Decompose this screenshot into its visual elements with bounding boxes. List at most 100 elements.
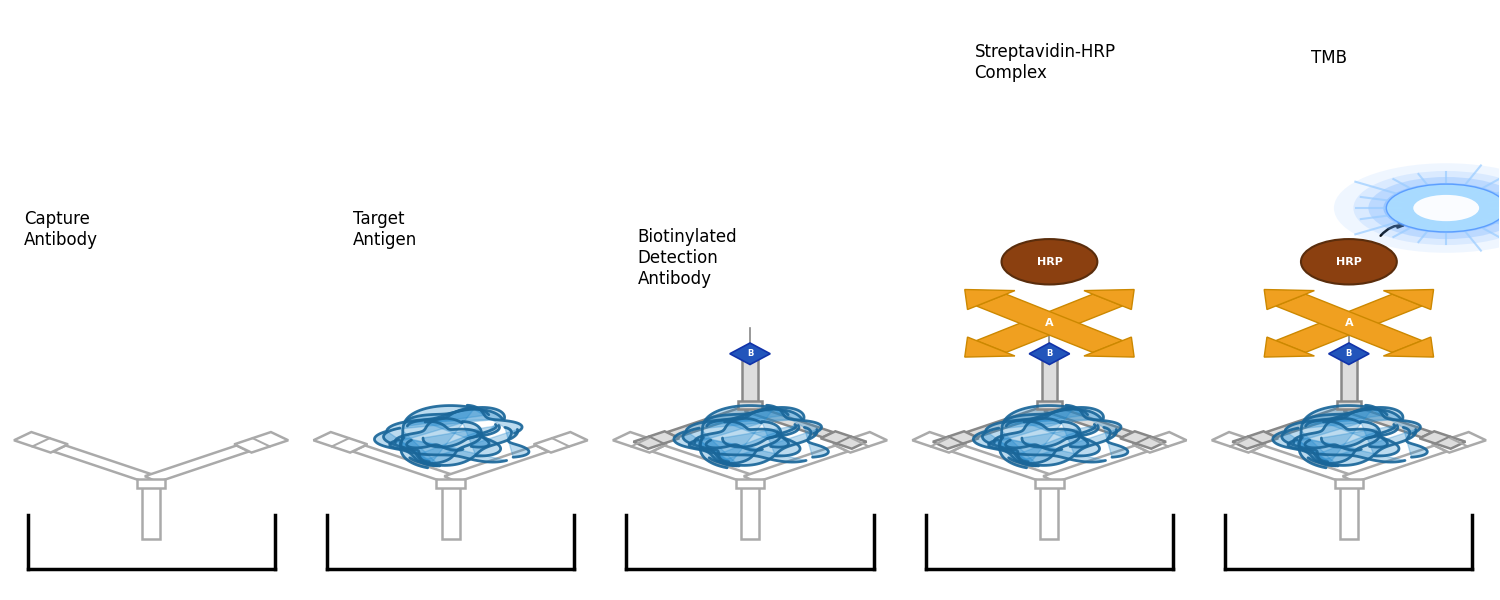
Polygon shape bbox=[964, 337, 1016, 357]
Polygon shape bbox=[13, 432, 67, 452]
Polygon shape bbox=[1042, 445, 1148, 482]
Polygon shape bbox=[986, 409, 1101, 430]
Polygon shape bbox=[1007, 409, 1088, 426]
Polygon shape bbox=[444, 445, 549, 482]
Polygon shape bbox=[614, 432, 668, 452]
Polygon shape bbox=[720, 430, 818, 466]
Polygon shape bbox=[1233, 431, 1278, 449]
Polygon shape bbox=[710, 431, 780, 463]
Ellipse shape bbox=[1386, 184, 1500, 232]
Polygon shape bbox=[804, 427, 828, 457]
Polygon shape bbox=[1308, 431, 1380, 463]
Polygon shape bbox=[1329, 343, 1370, 365]
Text: Biotinylated
Detection
Antibody: Biotinylated Detection Antibody bbox=[638, 229, 738, 288]
Polygon shape bbox=[1276, 294, 1422, 352]
Polygon shape bbox=[833, 432, 886, 452]
Polygon shape bbox=[466, 405, 522, 433]
Text: Streptavidin-HRP
Complex: Streptavidin-HRP Complex bbox=[975, 43, 1116, 82]
Polygon shape bbox=[400, 406, 476, 468]
Polygon shape bbox=[982, 428, 1038, 466]
Polygon shape bbox=[375, 431, 436, 466]
Polygon shape bbox=[534, 432, 588, 452]
Polygon shape bbox=[1084, 337, 1134, 357]
Text: B: B bbox=[1346, 349, 1352, 358]
Polygon shape bbox=[1322, 425, 1398, 447]
Ellipse shape bbox=[1300, 239, 1396, 284]
Polygon shape bbox=[666, 406, 756, 437]
Polygon shape bbox=[1070, 424, 1095, 447]
Polygon shape bbox=[988, 440, 1028, 462]
Polygon shape bbox=[1335, 479, 1364, 488]
Polygon shape bbox=[723, 425, 800, 447]
Ellipse shape bbox=[1334, 163, 1500, 253]
Polygon shape bbox=[951, 445, 1056, 482]
Polygon shape bbox=[706, 409, 788, 426]
Text: HRP: HRP bbox=[1336, 257, 1362, 267]
Polygon shape bbox=[1323, 422, 1377, 439]
Polygon shape bbox=[1305, 440, 1362, 451]
Polygon shape bbox=[1264, 337, 1314, 357]
Ellipse shape bbox=[1413, 195, 1479, 221]
Polygon shape bbox=[53, 445, 158, 482]
Polygon shape bbox=[146, 445, 249, 482]
Polygon shape bbox=[1286, 409, 1401, 430]
Polygon shape bbox=[406, 440, 463, 451]
Polygon shape bbox=[1282, 428, 1338, 466]
Polygon shape bbox=[410, 431, 482, 463]
Polygon shape bbox=[1299, 437, 1406, 462]
Polygon shape bbox=[436, 479, 465, 488]
Polygon shape bbox=[1288, 440, 1328, 462]
Polygon shape bbox=[1029, 343, 1069, 365]
Polygon shape bbox=[1060, 422, 1100, 456]
Polygon shape bbox=[142, 479, 160, 539]
Polygon shape bbox=[762, 422, 800, 456]
Polygon shape bbox=[966, 406, 1054, 437]
Polygon shape bbox=[1432, 432, 1486, 452]
Polygon shape bbox=[1008, 431, 1080, 463]
Ellipse shape bbox=[1383, 183, 1500, 233]
Ellipse shape bbox=[1353, 171, 1500, 245]
Polygon shape bbox=[1318, 430, 1416, 466]
Text: Capture
Antibody: Capture Antibody bbox=[24, 211, 98, 249]
Polygon shape bbox=[394, 418, 462, 443]
Polygon shape bbox=[706, 440, 762, 451]
Polygon shape bbox=[1340, 479, 1358, 539]
Polygon shape bbox=[1383, 290, 1434, 310]
Polygon shape bbox=[390, 440, 429, 462]
Polygon shape bbox=[821, 431, 867, 449]
Polygon shape bbox=[1035, 479, 1064, 488]
Polygon shape bbox=[912, 432, 966, 452]
Polygon shape bbox=[1020, 430, 1116, 466]
Polygon shape bbox=[1383, 337, 1434, 357]
Polygon shape bbox=[1084, 290, 1134, 310]
Polygon shape bbox=[1266, 406, 1354, 437]
Text: TMB: TMB bbox=[1311, 49, 1347, 67]
Polygon shape bbox=[1120, 431, 1166, 449]
Polygon shape bbox=[1344, 406, 1432, 437]
Polygon shape bbox=[420, 430, 518, 466]
Polygon shape bbox=[1104, 427, 1128, 457]
Polygon shape bbox=[994, 418, 1060, 443]
Polygon shape bbox=[1276, 294, 1422, 352]
Polygon shape bbox=[1419, 431, 1466, 449]
Polygon shape bbox=[999, 437, 1106, 462]
Polygon shape bbox=[1370, 424, 1395, 447]
Polygon shape bbox=[964, 290, 1016, 310]
Polygon shape bbox=[1336, 401, 1360, 409]
Polygon shape bbox=[1365, 405, 1420, 433]
Polygon shape bbox=[738, 401, 762, 409]
Polygon shape bbox=[471, 424, 496, 447]
Polygon shape bbox=[462, 422, 501, 456]
Ellipse shape bbox=[1368, 177, 1500, 239]
Polygon shape bbox=[682, 428, 740, 466]
Polygon shape bbox=[976, 294, 1122, 352]
Polygon shape bbox=[771, 424, 796, 447]
Polygon shape bbox=[700, 406, 774, 468]
Polygon shape bbox=[1005, 440, 1062, 451]
Polygon shape bbox=[694, 418, 762, 443]
Polygon shape bbox=[234, 432, 288, 452]
Polygon shape bbox=[1360, 422, 1400, 456]
Polygon shape bbox=[974, 431, 1036, 466]
Polygon shape bbox=[999, 406, 1074, 468]
Text: B: B bbox=[747, 349, 753, 358]
